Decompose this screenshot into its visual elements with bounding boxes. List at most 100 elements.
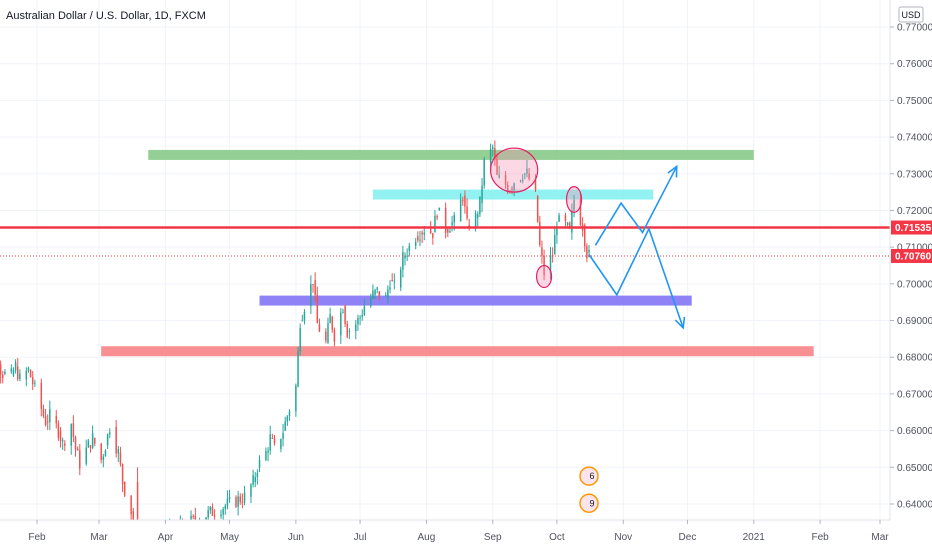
candle-body [2,374,4,379]
candle-body [303,311,306,321]
candle-body [284,421,286,431]
candle-body [554,234,556,255]
bear-projection [588,226,684,329]
candle-body [333,329,336,342]
candle-body [89,445,92,448]
candle-body [119,452,122,465]
candle-body [76,448,79,451]
candle-body [316,294,319,324]
candle-body [539,221,541,246]
grid-layer [0,0,890,520]
price-label: 0.70760 [895,251,932,262]
candle-body [269,434,271,451]
candle-body [519,180,522,182]
candle-body [46,421,49,423]
time-tick-label: Feb [811,532,829,543]
candle-body [586,246,588,259]
zone-layer [101,149,814,357]
candle-body [271,437,274,439]
price-tick-label: 0.64000 [897,500,932,511]
candle-body [464,195,466,207]
candle-body [224,505,227,510]
time-tick-label: Oct [549,532,565,543]
candle-body [479,196,481,215]
price-tick-label: 0.77000 [897,23,932,34]
candle-body [346,323,348,338]
price-tick-label: 0.73000 [897,169,932,180]
price-axis-bg [890,0,932,550]
candle-body [541,247,543,256]
candle-body [85,447,87,464]
candle-body [282,432,284,439]
price-tick-label: 0.71000 [897,243,932,254]
candle-body [421,232,423,235]
candle-body [438,207,440,211]
blue-zone [259,295,692,306]
bear-projection-arrowhead [674,316,686,330]
candle-body [536,195,539,222]
candle-body [444,207,447,233]
candle-body [115,426,117,454]
candle-body [414,242,417,246]
candle-body [389,287,391,290]
candle-body [102,456,105,460]
candle-body [121,464,124,485]
candle-body [213,515,216,517]
price-tick-label: 0.74000 [897,133,932,144]
candle-body [453,214,455,223]
bull-projection [594,166,678,246]
candle-body [361,314,363,317]
candle-body [447,228,449,233]
candle-body [25,370,28,380]
bull-projection-arrowhead [667,164,678,178]
time-tick-label: Nov [614,532,632,543]
candle-body [295,385,297,412]
currency-button[interactable]: USD [898,6,924,23]
candle-body [496,159,498,175]
candle-body [489,148,492,163]
candle-body [205,517,207,522]
candle-body [27,367,30,371]
candle-body [583,225,586,247]
candle-body [241,501,244,503]
time-tick-label: Apr [158,532,174,543]
candle-body [297,351,299,387]
candle-body [256,472,259,478]
candle-body [376,287,378,290]
candle-body [70,424,72,446]
candle-body [239,496,242,502]
candle-body [192,515,194,517]
candle-body [286,416,289,422]
candle-body [100,443,102,461]
candle-body [42,408,45,416]
candle-body [130,495,132,515]
candle-body [406,255,408,257]
candle-body [220,514,222,517]
candle-body [526,168,528,174]
candle-body [402,252,404,270]
candle-body [299,327,301,352]
candle-body [348,330,351,332]
candle-body [429,228,432,234]
candle-body [417,236,419,241]
candle-body [391,280,393,282]
candle-body [521,179,524,181]
candle-body [59,430,62,442]
price-label-box [891,220,932,235]
candle-body [404,255,406,259]
candle-body [312,284,314,286]
candle-body [91,433,94,448]
candle-body [237,496,239,507]
candle-body [16,366,19,379]
candle-body [436,216,438,218]
candle-body [31,377,34,385]
candle-body [419,239,421,241]
candle-body [451,222,453,226]
candle-body [524,173,526,175]
candle-body [235,497,237,507]
candle-body [370,297,372,306]
candle-body [549,255,552,273]
